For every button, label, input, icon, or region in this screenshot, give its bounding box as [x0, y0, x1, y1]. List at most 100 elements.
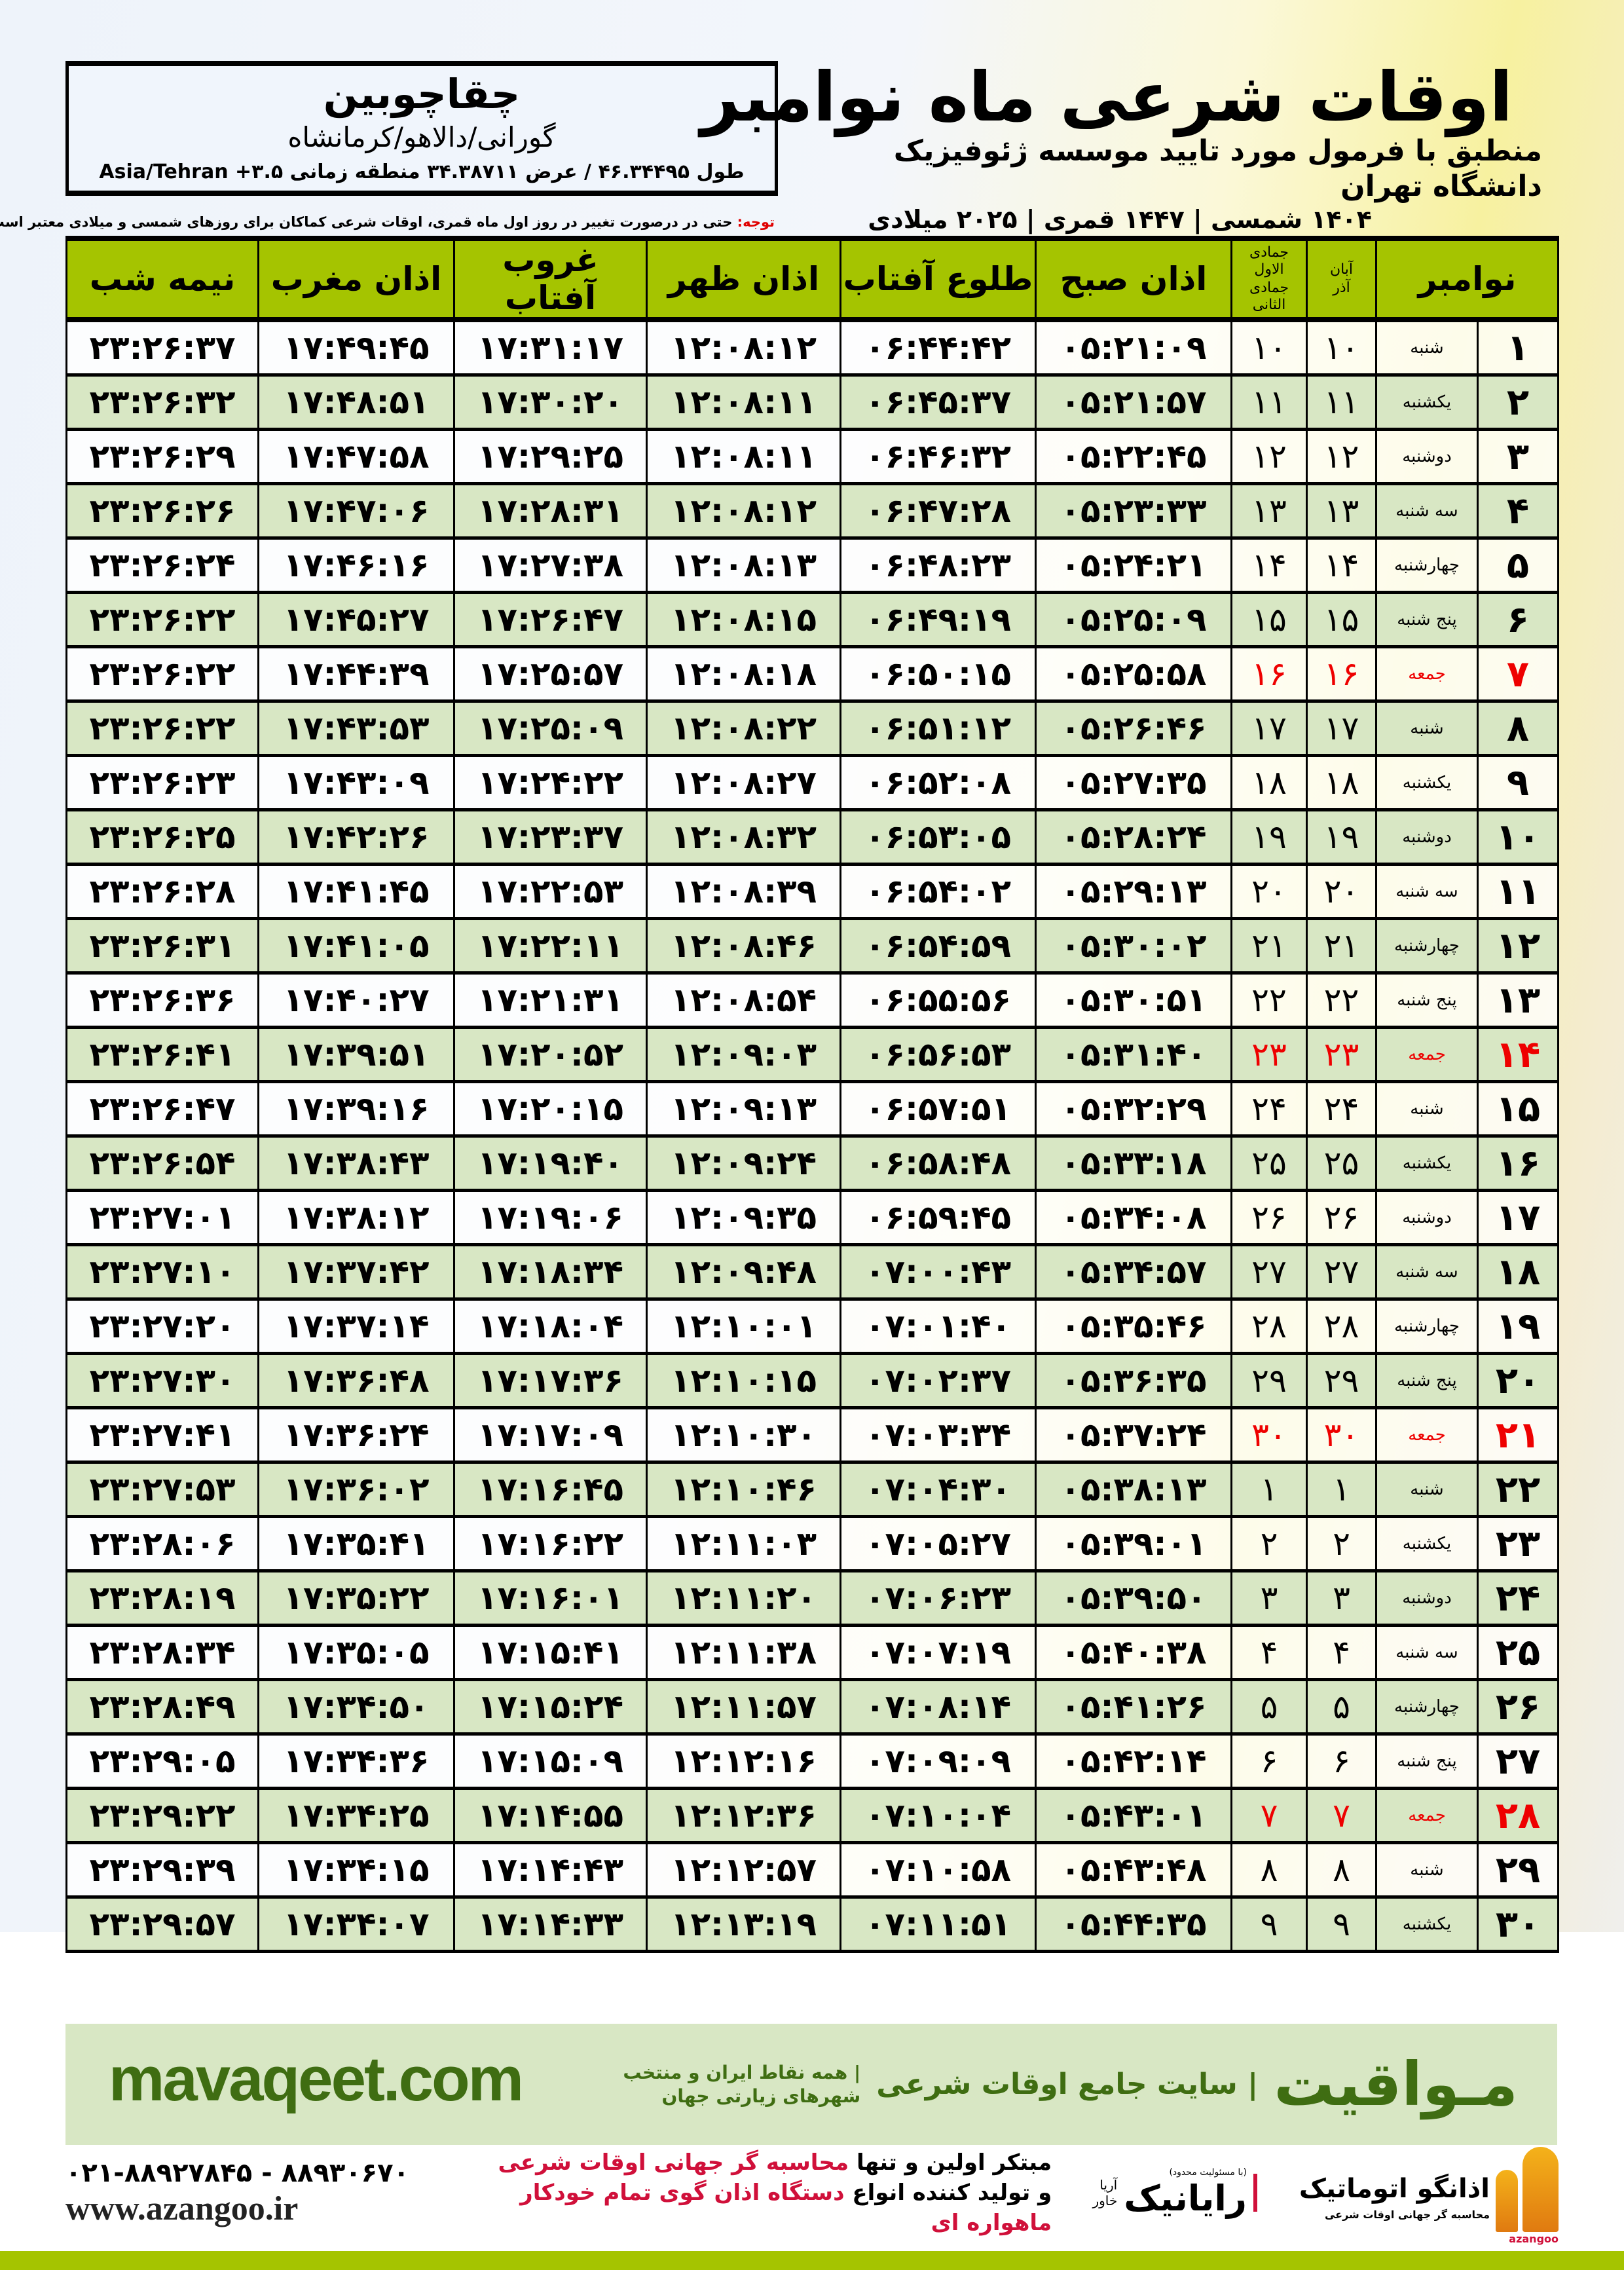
shamsi-date: ۵ [1306, 1679, 1377, 1736]
time-maghreb-value: ۱۷:۴۱:۴۵ [283, 872, 430, 910]
azangoo-website[interactable]: www.azangoo.ir [65, 2190, 299, 2227]
time-zohr-value: ۱۲:۱۱:۲۰ [670, 1579, 817, 1617]
notice: توجه: حتی در درصورت تغییر در روز اول ماه… [0, 214, 775, 230]
time-ghorub: ۱۷:۳۱:۱۷ [453, 318, 648, 377]
time-tolu-value: ۰۷:۰۹:۰۹ [864, 1742, 1012, 1780]
time-tolu-value: ۰۶:۵۱:۱۲ [864, 709, 1012, 747]
table-row: ۳۰ یکشنبه ۹ ۹ ۰۵:۴۴:۳۵ ۰۷:۱۱:۵۱ ۱۲:۱۳:۱۹ ۱۷:۱۴:… [65, 1896, 1560, 1953]
site-url[interactable]: mavaqeet.com [109, 2044, 524, 2114]
table-row: ۲۰ پنج شنبه ۲۹ ۲۹ ۰۵:۳۶:۳۵ ۰۷:۰۲:۳۷ ۱۲:۱۰:۱۵ ۱۷… [65, 1352, 1560, 1409]
hijri-date-value: ۷ [1260, 1796, 1278, 1834]
day-number-value: ۴ [1506, 489, 1530, 532]
azangoo-latin: azangoo [1509, 2233, 1559, 2245]
time-ghorub: ۱۷:۱۵:۰۹ [453, 1733, 648, 1790]
azangoo-sub: محاسبه گر جهانی اوقات شرعی [1324, 2208, 1490, 2221]
time-ghorub-value: ۱۷:۱۸:۳۴ [477, 1253, 624, 1291]
shamsi-date: ۱۴ [1306, 537, 1377, 594]
promo-line2-highlight: دستگاه اذان گوی تمام خودکار ماهواره ای [520, 2180, 1052, 2236]
table-row: ۱۸ سه شنبه ۲۷ ۲۷ ۰۵:۳۴:۵۷ ۰۷:۰۰:۴۳ ۱۲:۰۹:۴۸ ۱۷:… [65, 1244, 1560, 1301]
time-nimeshab: ۲۳:۲۶:۳۲ [65, 374, 259, 431]
weekday: یکشنبه [1375, 754, 1479, 811]
time-nimeshab: ۲۳:۲۶:۲۵ [65, 809, 259, 866]
time-nimeshab-value: ۲۳:۲۶:۲۳ [89, 764, 236, 802]
hijri-date-value: ۱۹ [1251, 818, 1287, 856]
time-zohr: ۱۲:۰۸:۵۴ [646, 972, 841, 1029]
shamsi-date: ۴ [1306, 1624, 1377, 1681]
time-nimeshab-value: ۲۳:۲۷:۲۰ [89, 1307, 236, 1345]
time-maghreb-value: ۱۷:۳۴:۲۵ [283, 1796, 430, 1834]
time-nimeshab-value: ۲۳:۲۹:۰۵ [89, 1742, 236, 1780]
time-zohr-value: ۱۲:۰۸:۱۲ [670, 329, 817, 367]
weekday: یکشنبه [1375, 1135, 1479, 1192]
time-zohr-value: ۱۲:۰۸:۱۱ [670, 383, 817, 421]
time-tolu-value: ۰۶:۴۷:۲۸ [864, 492, 1012, 530]
time-maghreb: ۱۷:۴۰:۲۷ [257, 972, 455, 1029]
time-nimeshab: ۲۳:۲۷:۴۱ [65, 1407, 259, 1464]
hijri-date: ۱۷ [1230, 700, 1308, 757]
time-maghreb-value: ۱۷:۳۴:۱۵ [283, 1851, 430, 1889]
day-number: ۱۱ [1477, 863, 1560, 920]
time-maghreb: ۱۷:۴۷:۰۶ [257, 483, 455, 540]
day-number-value: ۱۵ [1495, 1087, 1541, 1130]
day-number-value: ۹ [1506, 761, 1530, 804]
time-nimeshab-value: ۲۳:۲۶:۳۶ [89, 981, 236, 1019]
time-ghorub-value: ۱۷:۱۹:۴۰ [477, 1144, 624, 1182]
time-tolu-value: ۰۷:۰۸:۱۴ [864, 1688, 1012, 1726]
time-maghreb-value: ۱۷:۳۷:۱۴ [283, 1307, 430, 1345]
time-ghorub: ۱۷:۲۰:۵۲ [453, 1026, 648, 1083]
time-sobh: ۰۵:۴۳:۴۸ [1035, 1842, 1232, 1899]
hijri-date-value: ۲۵ [1251, 1144, 1287, 1182]
time-nimeshab-value: ۲۳:۲۶:۲۲ [89, 709, 236, 747]
time-zohr-value: ۱۲:۱۰:۱۵ [670, 1362, 817, 1400]
header-shamsi-month2: آذر [1333, 280, 1350, 296]
time-nimeshab: ۲۳:۲۹:۵۷ [65, 1896, 259, 1953]
time-tolu-value: ۰۶:۴۹:۱۹ [864, 601, 1012, 639]
shamsi-date-value: ۱ [1333, 1470, 1350, 1508]
time-maghreb-value: ۱۷:۴۴:۳۹ [283, 655, 430, 693]
shamsi-date-value: ۲۳ [1323, 1035, 1359, 1073]
time-sobh-value: ۰۵:۲۵:۰۹ [1060, 601, 1207, 639]
time-zohr-value: ۱۲:۰۸:۴۶ [670, 927, 817, 965]
time-zohr: ۱۲:۰۸:۴۶ [646, 918, 841, 975]
hijri-date: ۱۹ [1230, 809, 1308, 866]
time-ghorub: ۱۷:۲۴:۲۲ [453, 754, 648, 811]
time-zohr-value: ۱۲:۰۸:۵۴ [670, 981, 817, 1019]
location-region: گورانی/دالاهو/کرمانشاه [287, 121, 556, 153]
shamsi-date: ۲۲ [1306, 972, 1377, 1029]
contacts: ۰۲۱-۸۸۹۲۷۸۴۵ - ۸۸۹۳۰۶۷۰ www.azangoo.ir [65, 2157, 409, 2229]
header-tolu: طلوع آفتاب [840, 236, 1037, 322]
day-number-value: ۲۰ [1495, 1359, 1541, 1402]
weekday-value: پنج شنبه [1397, 610, 1457, 629]
table-row: ۸ شنبه ۱۷ ۱۷ ۰۵:۲۶:۴۶ ۰۶:۵۱:۱۲ ۱۲:۰۸:۲۲ ۱۷:۲۵:۰… [65, 700, 1560, 757]
time-sobh-value: ۰۵:۲۳:۳۳ [1060, 492, 1207, 530]
time-ghorub-value: ۱۷:۲۴:۲۲ [477, 764, 624, 802]
header-sobh: اذان صبح [1035, 236, 1232, 322]
hijri-date-value: ۲ [1260, 1525, 1278, 1563]
time-ghorub: ۱۷:۱۴:۳۳ [453, 1896, 648, 1953]
weekday: جمعه [1375, 646, 1479, 703]
calendar-years: ۱۴۰۴ شمسی | ۱۴۴۷ قمری | ۲۰۲۵ میلادی [868, 205, 1372, 234]
prayer-times-table: نوامبر آبان آذر جمادی الاول جمادی الثانی ا… [65, 236, 1560, 1953]
time-tolu-value: ۰۶:۴۶:۳۲ [864, 437, 1012, 475]
time-zohr: ۱۲:۱۱:۰۳ [646, 1516, 841, 1572]
time-sobh: ۰۵:۴۴:۳۵ [1035, 1896, 1232, 1953]
hijri-date-value: ۱۸ [1251, 764, 1287, 802]
header-ghorub: غروب آفتاب [453, 236, 648, 322]
shamsi-date: ۱ [1306, 1461, 1377, 1518]
time-zohr: ۱۲:۰۸:۲۷ [646, 754, 841, 811]
weekday: چهارشنبه [1375, 1298, 1479, 1355]
weekday-value: شنبه [1410, 1099, 1444, 1119]
time-maghreb-value: ۱۷:۴۱:۰۵ [283, 927, 430, 965]
time-maghreb-value: ۱۷:۳۶:۰۲ [283, 1470, 430, 1508]
time-ghorub-value: ۱۷:۱۵:۴۱ [477, 1633, 624, 1671]
weekday-value: سه شنبه [1395, 882, 1458, 901]
day-number: ۱۸ [1477, 1244, 1560, 1301]
time-maghreb: ۱۷:۴۹:۴۵ [257, 318, 455, 377]
hijri-date: ۱۸ [1230, 754, 1308, 811]
day-number: ۳۰ [1477, 1896, 1560, 1953]
time-ghorub: ۱۷:۲۵:۰۹ [453, 700, 648, 757]
time-zohr-value: ۱۲:۱۳:۱۹ [670, 1905, 817, 1943]
rayanik-logo: (با مسئولیت محدود) رایانیک آریا خاور [1078, 2167, 1257, 2219]
weekday-value: شنبه [1410, 1479, 1444, 1499]
day-number-value: ۱۳ [1495, 978, 1541, 1022]
